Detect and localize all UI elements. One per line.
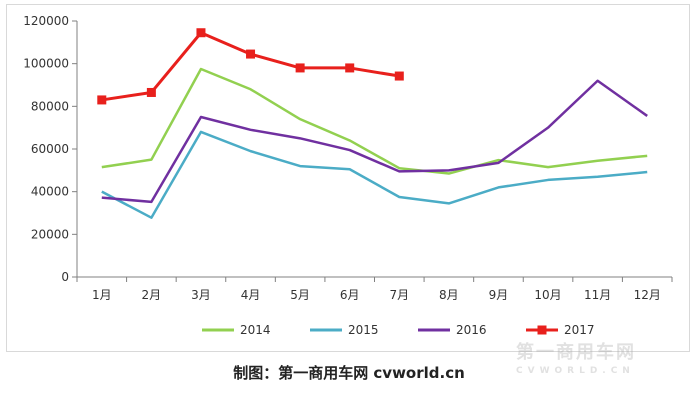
- watermark-logo: 第一商用车网 CVWORLD.CN: [516, 338, 686, 384]
- series-line-2015: [101, 130, 648, 219]
- data-point-2017: [146, 87, 156, 97]
- data-point-2017: [394, 71, 404, 81]
- legend-marker-2017: [537, 325, 547, 335]
- legend-label-2016: 2016: [456, 323, 487, 337]
- chart-caption: 制图：第一商用车网 cvworld.cn: [233, 364, 465, 382]
- x-tick-label: 3月: [191, 288, 211, 302]
- x-tick-label: 10月: [534, 288, 561, 302]
- x-tick-label: 1月: [92, 288, 112, 302]
- x-tick-label: 5月: [290, 288, 310, 302]
- y-tick-label: 120000: [23, 14, 69, 28]
- series-line-2016: [101, 79, 648, 204]
- x-tick-label: 11月: [584, 288, 611, 302]
- line-chart: 0 20000 40000 60000 80000 100000 120000 1月 2月 3月 4…: [23, 14, 673, 337]
- x-tick-label: 12月: [634, 288, 661, 302]
- data-point-2017: [246, 49, 256, 59]
- x-tick-label: 6月: [340, 288, 360, 302]
- x-tick-label: 9月: [489, 288, 509, 302]
- series-line-2014: [101, 67, 648, 175]
- x-tick-label: 8月: [439, 288, 459, 302]
- y-tick-label: 60000: [31, 142, 69, 156]
- y-tick-label: 20000: [31, 227, 69, 241]
- x-tick-label: 4月: [241, 288, 261, 302]
- legend-label-2014: 2014: [240, 323, 271, 337]
- y-tick-label: 80000: [31, 99, 69, 113]
- x-tick-label: 2月: [142, 288, 162, 302]
- watermark-sub-text: CVWORLD.CN: [516, 366, 635, 376]
- data-point-2017: [97, 95, 107, 105]
- legend-label-2017: 2017: [564, 323, 595, 337]
- data-point-2017: [295, 63, 305, 73]
- y-tick-label: 0: [61, 270, 69, 284]
- watermark-main-text: 第一商用车网: [516, 342, 636, 363]
- y-tick-label: 100000: [23, 57, 69, 71]
- x-tick-label: 7月: [389, 288, 409, 302]
- legend-label-2015: 2015: [348, 323, 379, 337]
- data-point-2017: [196, 28, 206, 38]
- y-tick-label: 40000: [31, 185, 69, 199]
- data-point-2017: [345, 63, 355, 73]
